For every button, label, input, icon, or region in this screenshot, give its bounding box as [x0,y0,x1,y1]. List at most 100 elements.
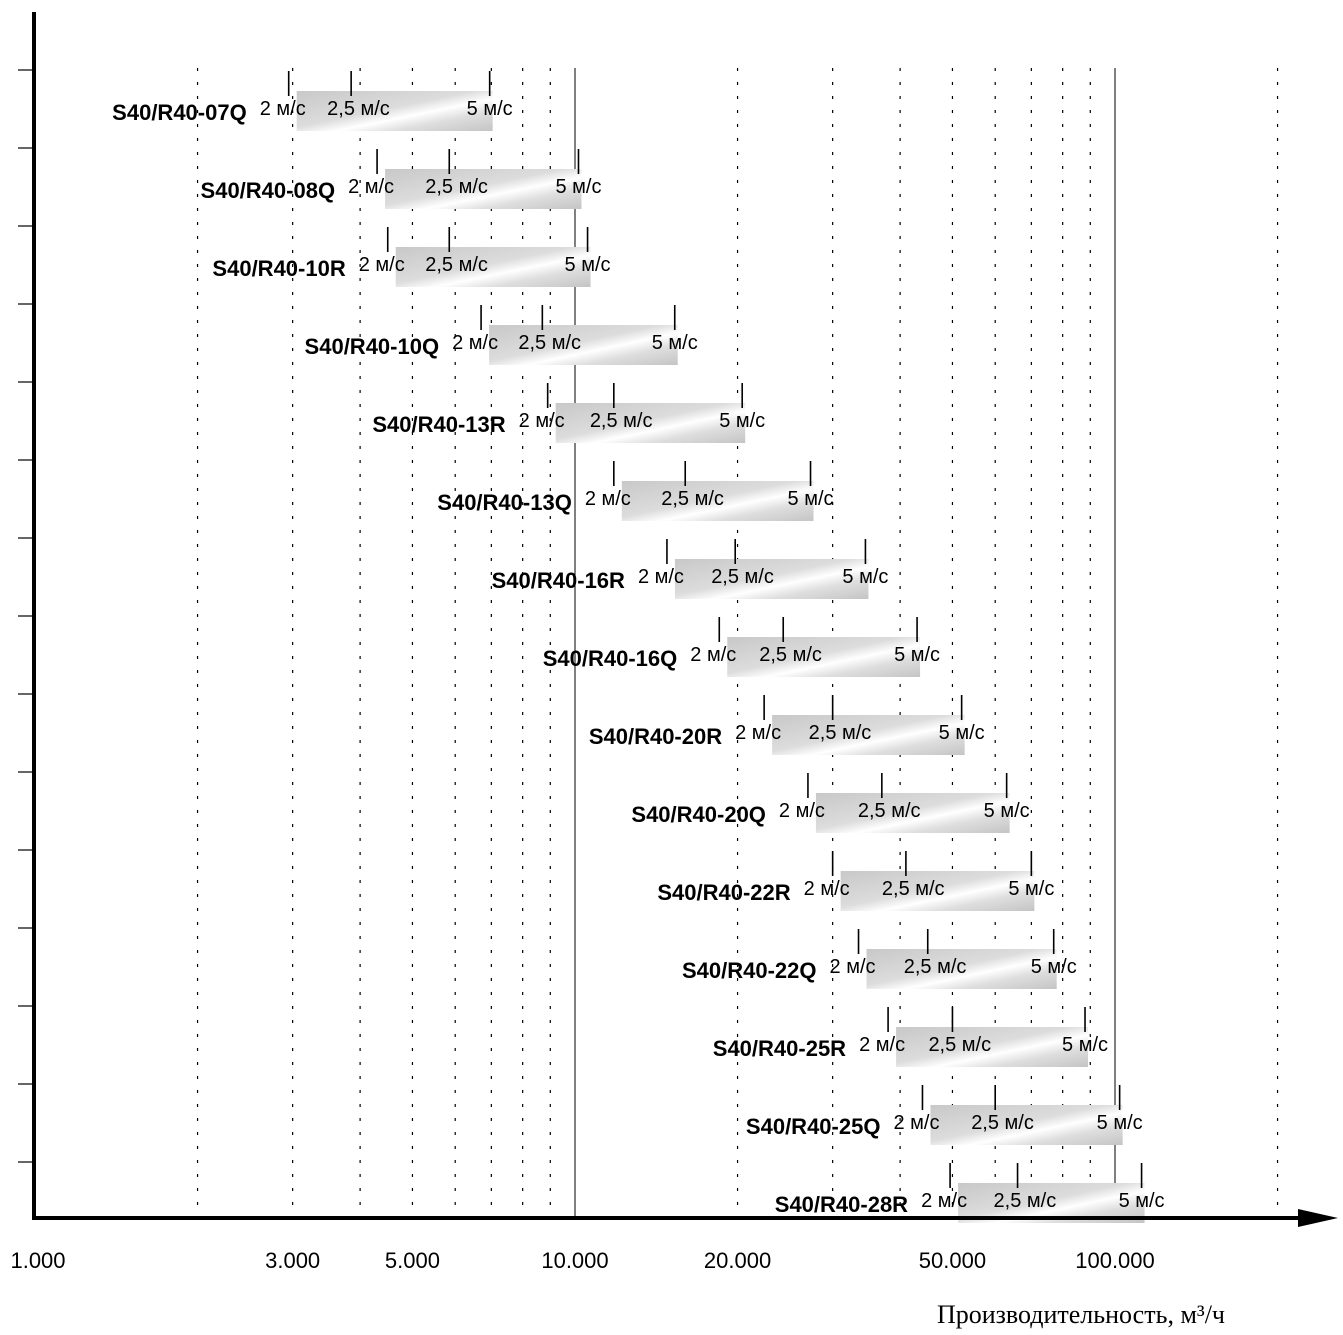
model-label: S40/R40-25Q [746,1114,881,1139]
range-bar [395,247,591,287]
speed-label-2-5: 2,5 м/с [928,1034,991,1056]
speed-label-2-5: 2,5 м/с [711,566,774,588]
speed-label-5: 5 м/с [939,722,985,744]
range-bar-row: 2 м/с 2,5 м/с 5 м/с S40/R40-10Q [305,305,698,365]
range-bar [385,169,582,209]
range-bar [674,559,869,599]
speed-label-2-5: 2,5 м/с [858,800,921,822]
speed-label-5: 5 м/с [1097,1112,1143,1134]
x-tick-label: 50.000 [919,1248,986,1273]
speed-label-2-5: 2,5 м/с [971,1112,1034,1134]
speed-label-2: 2 м/с [893,1112,939,1134]
range-bar-row: 2 м/с 2,5 м/с 5 м/с S40/R40-20Q [631,773,1030,833]
model-label: S40/R40-07Q [112,100,247,125]
speed-label-2: 2 м/с [921,1190,967,1212]
x-tick-label: 20.000 [704,1248,771,1273]
model-label: S40/R40-20Q [631,802,766,827]
speed-label-2-5: 2,5 м/с [809,722,872,744]
range-bar-row: 2 м/с 2,5 м/с 5 м/с S40/R40-28R [775,1163,1165,1223]
model-label: S40/R40-25R [713,1036,846,1061]
range-bar-row: 2 м/с 2,5 м/с 5 м/с S40/R40-16Q [543,617,940,677]
x-tick-label: 1.000 [10,1248,65,1273]
speed-label-2: 2 м/с [452,332,498,354]
model-label: S40/R40-13Q [437,490,572,515]
range-bar [772,715,965,755]
gridlines [196,68,1279,1218]
speed-label-5: 5 м/с [894,644,940,666]
speed-label-5: 5 м/с [1119,1190,1165,1212]
range-bar [555,403,746,443]
speed-label-2-5: 2,5 м/с [590,410,653,432]
range-bar [296,91,493,131]
speed-label-2-5: 2,5 м/с [759,644,822,666]
speed-label-5: 5 м/с [984,800,1030,822]
range-bar [727,637,921,677]
speed-label-5: 5 м/с [1008,878,1054,900]
range-bar-row: 2 м/с 2,5 м/с 5 м/с S40/R40-22R [657,851,1054,911]
model-label: S40/R40-13R [372,412,505,437]
speed-label-5: 5 м/с [565,254,611,276]
speed-label-2-5: 2,5 м/с [882,878,945,900]
speed-label-2: 2 м/с [859,1034,905,1056]
speed-label-5: 5 м/с [719,410,765,432]
range-bar [930,1105,1123,1145]
speed-label-2-5: 2,5 м/с [425,254,488,276]
speed-label-5: 5 м/с [1031,956,1077,978]
range-bar [896,1027,1089,1067]
speed-label-2: 2 м/с [519,410,565,432]
model-label: S40/R40-22Q [682,958,817,983]
range-bars: 2 м/с 2,5 м/с 5 м/с S40/R40-07Q 2 м/с 2,5 м/с… [112,71,1165,1223]
x-axis-title: Производительность, м³/ч [937,1300,1225,1329]
x-tick-label: 100.000 [1075,1248,1155,1273]
range-bar-row: 2 м/с 2,5 м/с 5 м/с S40/R40-13Q [437,461,834,521]
range-bar-row: 2 м/с 2,5 м/с 5 м/с S40/R40-25R [713,1007,1108,1067]
model-label: S40/R40-28R [775,1192,908,1217]
range-bar-row: 2 м/с 2,5 м/с 5 м/с S40/R40-22Q [682,929,1077,989]
x-tick-label: 10.000 [541,1248,608,1273]
speed-label-2: 2 м/с [779,800,825,822]
speed-label-5: 5 м/с [1062,1034,1108,1056]
model-label: S40/R40-20R [589,724,722,749]
range-bar [489,325,678,365]
x-tick-label: 5.000 [385,1248,440,1273]
axes: 1.000 3.000 5.000 10.000 20.000 50.000 100.000 [10,12,1338,1273]
range-bar-row: 2 м/с 2,5 м/с 5 м/с S40/R40-20R [589,695,985,755]
range-bar-row: 2 м/с 2,5 м/с 5 м/с S40/R40-13R [372,383,765,443]
range-bar [621,481,814,521]
speed-label-2: 2 м/с [638,566,684,588]
range-bar [815,793,1010,833]
model-label: S40/R40-16R [492,568,625,593]
model-label: S40/R40-10Q [305,334,440,359]
speed-label-5: 5 м/с [788,488,834,510]
range-bar-row: 2 м/с 2,5 м/с 5 м/с S40/R40-08Q [201,149,601,209]
speed-label-2: 2 м/с [830,956,876,978]
speed-label-5: 5 м/с [652,332,698,354]
model-label: S40/R40-22R [657,880,790,905]
speed-label-2: 2 м/с [348,176,394,198]
speed-label-5: 5 м/с [842,566,888,588]
range-bar [840,871,1035,911]
speed-label-2-5: 2,5 м/с [661,488,724,510]
speed-label-2-5: 2,5 м/с [425,176,488,198]
speed-label-2-5: 2,5 м/с [994,1190,1057,1212]
range-bar-row: 2 м/с 2,5 м/с 5 м/с S40/R40-10R [212,227,611,287]
speed-label-2: 2 м/с [735,722,781,744]
speed-label-2: 2 м/с [690,644,736,666]
speed-label-2-5: 2,5 м/с [904,956,967,978]
x-axis-arrow [1298,1209,1338,1227]
model-label: S40/R40-08Q [201,178,336,203]
speed-label-2-5: 2,5 м/с [327,98,390,120]
x-tick-label: 3.000 [265,1248,320,1273]
speed-label-2: 2 м/с [585,488,631,510]
speed-label-5: 5 м/с [555,176,601,198]
model-label: S40/R40-16Q [543,646,678,671]
range-bar-row: 2 м/с 2,5 м/с 5 м/с S40/R40-16R [492,539,888,599]
speed-label-2: 2 м/с [359,254,405,276]
speed-label-2-5: 2,5 м/с [518,332,581,354]
range-bar-row: 2 м/с 2,5 м/с 5 м/с S40/R40-07Q [112,71,513,131]
range-bar [866,949,1057,989]
speed-label-5: 5 м/с [467,98,513,120]
range-bar-row: 2 м/с 2,5 м/с 5 м/с S40/R40-25Q [746,1085,1143,1145]
speed-label-2: 2 м/с [260,98,306,120]
